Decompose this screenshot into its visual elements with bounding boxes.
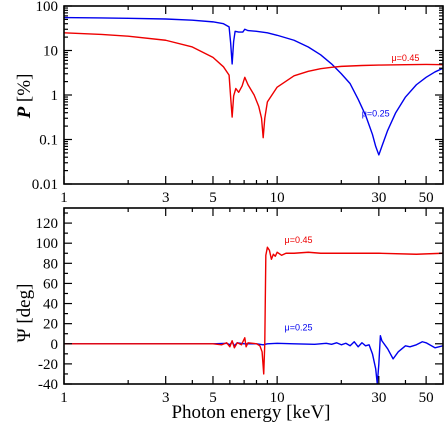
bottom-series-line--0-45: [64, 246, 443, 375]
bottom-x-tick-label: 30: [371, 390, 386, 406]
bottom-series-annotation: μ=0.45: [285, 235, 313, 245]
bottom-series-annotation: μ=0.25: [285, 323, 313, 333]
top-y-axis-symbol: P: [14, 106, 35, 119]
bottom-x-tick-label: 1: [60, 390, 68, 406]
top-y-tick-label: 0.1: [39, 133, 58, 149]
top-y-axis-unit: [%]: [14, 74, 35, 102]
top-y-tick-label: 100: [36, 0, 59, 15]
bottom-x-tick-label: 3: [162, 390, 170, 406]
bottom-y-axis-title: Ψ [deg]: [14, 284, 35, 343]
top-series-line--0-45: [64, 32, 443, 139]
bottom-y-tick-label: 100: [36, 236, 59, 252]
bottom-y-tick-label: 120: [36, 216, 59, 232]
bottom-y-tick-label: 40: [43, 297, 58, 313]
top-y-axis-title: P [%]: [14, 74, 35, 120]
bottom-y-tick-label: 20: [43, 317, 58, 333]
bottom-x-tick-label: 10: [270, 390, 285, 406]
polarization-angle-panel: 1 3 5 10 30 50 -40 -20 0 20 40 60 80 100 120 μ=0.45 μ=0.…: [36, 207, 444, 406]
top-x-tick-label: 5: [209, 190, 217, 206]
top-y-tick-label: 0.01: [32, 177, 58, 193]
top-y-tick-label: 1: [51, 88, 59, 104]
top-series-line--0-25: [64, 16, 443, 156]
top-x-tick-label: 3: [162, 190, 170, 206]
top-x-tick-label: 10: [270, 190, 285, 206]
top-series-annotation: μ=0.45: [391, 53, 419, 63]
top-y-tick-label: 10: [43, 44, 58, 60]
bottom-x-tick-label: 5: [209, 390, 217, 406]
top-x-tick-label: 50: [419, 190, 434, 206]
bottom-y-tick-label: -20: [38, 357, 58, 373]
bottom-x-tick-label: 50: [419, 390, 434, 406]
top-x-tick-label: 1: [60, 190, 68, 206]
bottom-y-tick-label: 80: [43, 256, 58, 272]
top-series-annotation: μ=0.25: [362, 108, 390, 118]
x-axis-title: Photon energy [keV]: [171, 402, 330, 423]
bottom-y-tick-label: -40: [38, 377, 58, 393]
bottom-y-tick-label: 60: [43, 276, 58, 292]
top-x-tick-label: 30: [371, 190, 386, 206]
bottom-y-tick-label: 0: [51, 337, 59, 353]
polarization-degree-panel: 1 3 5 10 30 50 0.01 0.1 1 10 100 μ=0.45 μ=0.25: [32, 0, 444, 206]
bottom-plot-frame: [63, 207, 444, 385]
